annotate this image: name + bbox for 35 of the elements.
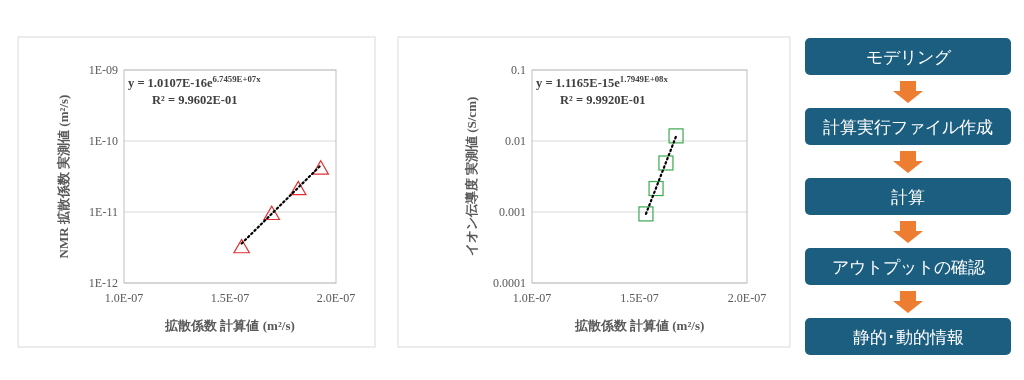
x-tick-label: 2.0E-07 — [727, 291, 767, 305]
x-tick-label: 1.5E-07 — [620, 291, 659, 305]
annotation: R² = 9.9602E-01 — [152, 93, 238, 107]
y-tick-label: 0.001 — [499, 205, 526, 219]
text: 静的･動的情報 — [852, 327, 964, 347]
point — [648, 180, 664, 197]
point — [263, 205, 281, 221]
point — [289, 180, 307, 196]
x-tick-label: 2.0E-07 — [316, 291, 356, 305]
point — [668, 128, 684, 144]
x-axis-title: 拡散係数 計算値 (m²/s) — [164, 318, 295, 333]
y-tick-label: 1E-09 — [88, 63, 118, 77]
y-tick-label: 1E-10 — [88, 134, 118, 148]
point — [312, 160, 330, 175]
annotation: y = 1.0107E-16e$^{6.7459E+07x}$ — [128, 74, 262, 90]
y-tick-label: 0.1 — [511, 63, 526, 77]
annotation: y = 1.1165E-15e$^{1.7949E+08x}$ — [536, 74, 669, 90]
text: モデリング — [865, 47, 952, 67]
y-tick-label: 1E-11 — [89, 205, 118, 219]
text: 計算実行ファイル作成 — [823, 117, 993, 137]
x-tick-label: 1.0E-07 — [512, 291, 552, 305]
point — [638, 206, 654, 222]
text: アウトプットの確認 — [831, 257, 985, 277]
annotation: R² = 9.9920E-01 — [560, 93, 646, 107]
point — [233, 238, 250, 254]
text: 計算 — [891, 187, 925, 207]
y-axis-title: NMR 拡散係数 実測値 (m²/s) — [56, 94, 71, 259]
y-axis-title: イオン伝導度 実測値 (S/cm) — [464, 96, 479, 257]
y-tick-label: 0.01 — [505, 134, 526, 148]
y-tick-label: 1E-12 — [88, 276, 118, 290]
y-tick-label: 0.0001 — [493, 276, 526, 290]
x-axis-title: 拡散係数 計算値 (m²/s) — [573, 318, 705, 333]
x-tick-label: 1.0E-07 — [104, 291, 144, 305]
point — [658, 155, 674, 171]
x-tick-label: 1.5E-07 — [210, 291, 250, 305]
